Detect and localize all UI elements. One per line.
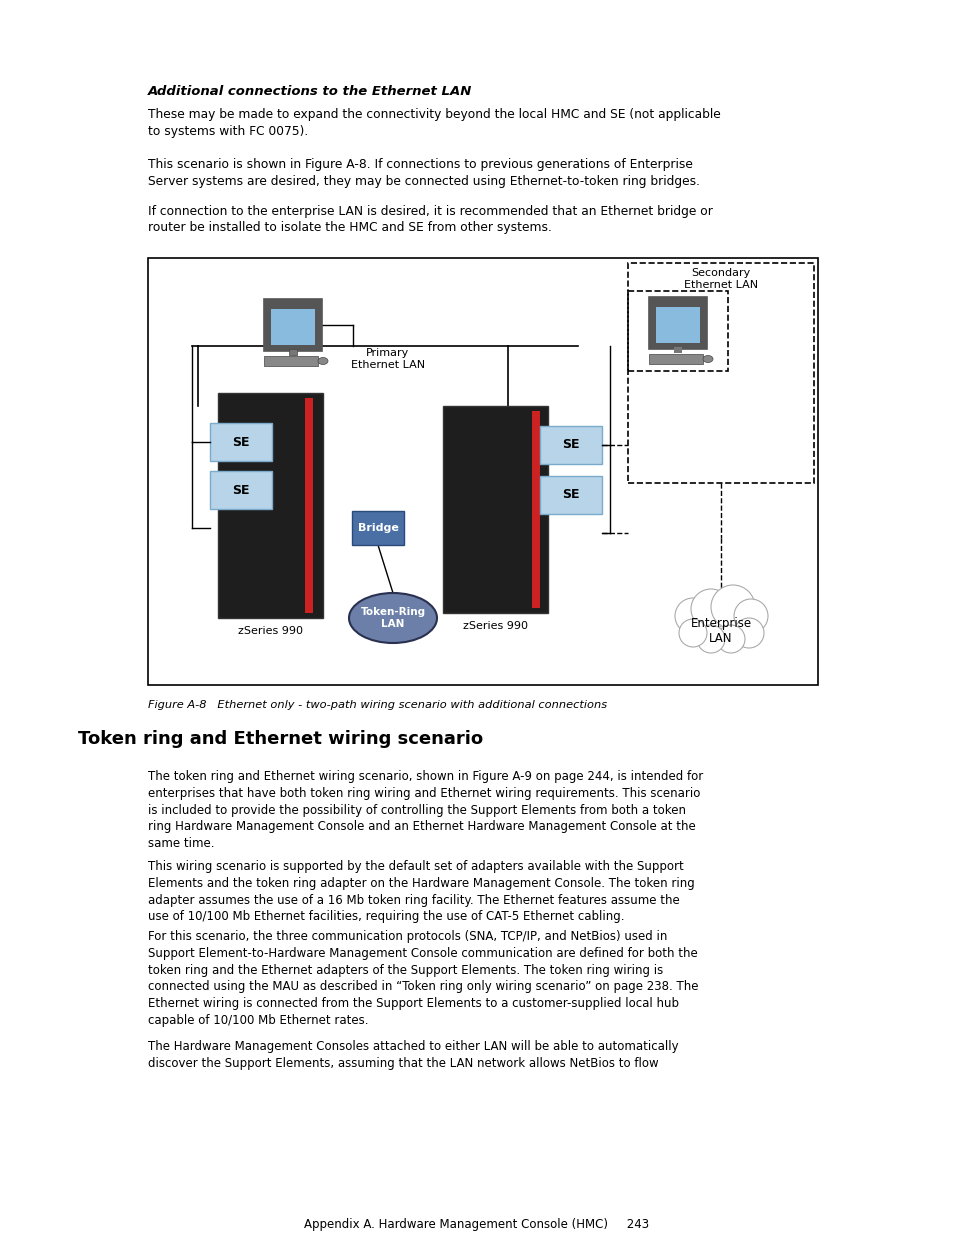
Ellipse shape <box>702 356 712 363</box>
Text: These may be made to expand the connectivity beyond the local HMC and SE (not ap: These may be made to expand the connecti… <box>148 107 720 137</box>
Bar <box>148 258 817 685</box>
Text: zSeries 990: zSeries 990 <box>462 621 527 631</box>
Bar <box>210 424 272 461</box>
Bar <box>656 308 700 343</box>
Circle shape <box>679 619 706 647</box>
Circle shape <box>697 625 724 653</box>
Text: Token ring and Ethernet wiring scenario: Token ring and Ethernet wiring scenario <box>78 730 482 748</box>
Text: SE: SE <box>232 483 250 496</box>
Text: For this scenario, the three communication protocols (SNA, TCP/IP, and NetBios) : For this scenario, the three communicati… <box>148 930 698 1028</box>
Text: This scenario is shown in Figure A-8. If connections to previous generations of : This scenario is shown in Figure A-8. If… <box>148 158 700 188</box>
Text: SE: SE <box>232 436 250 448</box>
Text: Figure A-8   Ethernet only - two-path wiring scenario with additional connection: Figure A-8 Ethernet only - two-path wiri… <box>148 700 606 710</box>
FancyBboxPatch shape <box>648 354 702 364</box>
Ellipse shape <box>317 357 328 364</box>
Circle shape <box>675 598 710 634</box>
Text: If connection to the enterprise LAN is desired, it is recommended that an Ethern: If connection to the enterprise LAN is d… <box>148 205 712 235</box>
FancyBboxPatch shape <box>264 299 322 351</box>
Ellipse shape <box>349 593 436 643</box>
FancyBboxPatch shape <box>648 296 706 350</box>
Circle shape <box>733 618 763 648</box>
Bar <box>539 475 601 514</box>
Text: Enterprise
LAN: Enterprise LAN <box>690 618 751 645</box>
Text: Primary
Ethernet LAN: Primary Ethernet LAN <box>351 348 425 369</box>
Bar <box>627 291 727 370</box>
Text: This wiring scenario is supported by the default set of adapters available with : This wiring scenario is supported by the… <box>148 860 694 924</box>
Bar <box>218 393 323 618</box>
Text: SE: SE <box>561 438 579 452</box>
Text: The Hardware Management Consoles attached to either LAN will be able to automati: The Hardware Management Consoles attache… <box>148 1040 678 1070</box>
Text: Secondary
Ethernet LAN: Secondary Ethernet LAN <box>683 268 758 289</box>
Ellipse shape <box>674 604 767 657</box>
Text: SE: SE <box>561 489 579 501</box>
Text: The token ring and Ethernet wiring scenario, shown in Figure A-9 on page 244, is: The token ring and Ethernet wiring scena… <box>148 769 702 850</box>
FancyBboxPatch shape <box>264 356 317 366</box>
Bar <box>289 350 296 354</box>
Bar <box>442 406 547 613</box>
Bar <box>627 263 813 483</box>
Bar <box>210 471 272 509</box>
Bar <box>352 511 403 545</box>
Circle shape <box>717 625 744 653</box>
Text: Additional connections to the Ethernet LAN: Additional connections to the Ethernet L… <box>148 85 472 98</box>
Bar <box>539 426 601 464</box>
Circle shape <box>690 589 730 629</box>
Text: Appendix A. Hardware Management Console (HMC)     243: Appendix A. Hardware Management Console … <box>304 1218 649 1231</box>
Text: Bridge: Bridge <box>357 522 398 534</box>
Bar <box>305 398 313 613</box>
Bar <box>532 411 539 608</box>
Text: Token-Ring
LAN: Token-Ring LAN <box>360 608 425 629</box>
Bar <box>673 347 681 353</box>
Bar <box>271 309 314 345</box>
Text: zSeries 990: zSeries 990 <box>237 626 303 636</box>
Circle shape <box>710 585 754 629</box>
Circle shape <box>733 599 767 634</box>
